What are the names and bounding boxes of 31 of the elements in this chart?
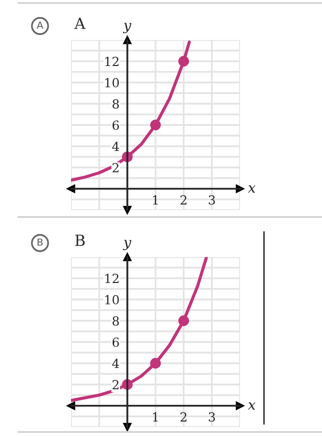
x-tick-label: 3 — [208, 195, 215, 205]
x-tick-label: 2 — [180, 412, 186, 422]
x-axis-title: x — [248, 402, 256, 410]
point — [178, 56, 190, 67]
point — [150, 120, 161, 130]
chart-title: B — [75, 234, 85, 246]
x-axis-title: x — [248, 185, 256, 193]
y-tick-label: 4 — [112, 358, 120, 368]
x-tick-label: 2 — [180, 195, 186, 204]
y-tick-label: 4 — [112, 142, 120, 151]
text: B — [38, 238, 43, 246]
y-tick-label: 12 — [105, 56, 118, 66]
y-tick-label: 8 — [112, 316, 119, 326]
x-tick-label: 1 — [153, 412, 158, 422]
x-tick-label: 1 — [153, 195, 158, 204]
x-tick-label: 3 — [208, 412, 215, 422]
point — [150, 358, 161, 369]
y-tick-label: 10 — [105, 78, 119, 88]
y-tick-label: 2 — [112, 162, 118, 172]
y-axis-title: y — [122, 240, 132, 250]
point — [178, 315, 190, 326]
line-series — [71, 40, 191, 182]
y-axis-title: y — [122, 22, 132, 34]
text: A — [36, 22, 44, 29]
chart-title: A — [74, 18, 86, 29]
y-tick-label: 6 — [112, 120, 119, 130]
y-tick-label: 2 — [112, 380, 118, 390]
y-tick-label: 10 — [105, 294, 119, 304]
y-tick-label: 6 — [112, 337, 119, 347]
y-tick-label: 12 — [105, 274, 118, 283]
y-tick-label: 8 — [112, 99, 119, 109]
